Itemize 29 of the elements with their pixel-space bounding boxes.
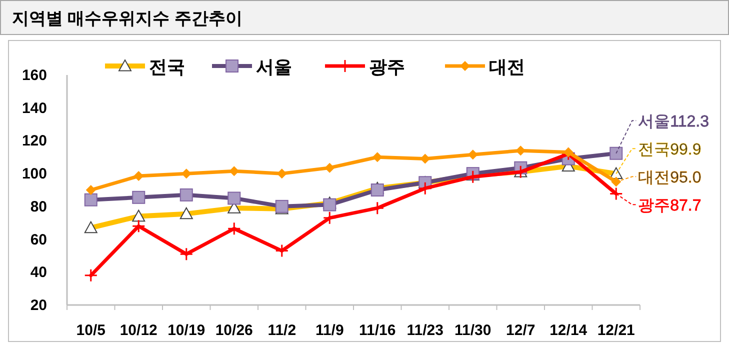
x-tick-label: 12/21 — [597, 322, 635, 339]
annotation: 서울112.3 — [638, 114, 710, 131]
x-tick-label: 12/7 — [506, 322, 536, 339]
x-tick-label: 11/30 — [454, 322, 492, 339]
annotation: 광주87.7 — [638, 198, 702, 215]
x-tick-label: 10/12 — [120, 322, 158, 339]
y-tick-label: 80 — [30, 198, 47, 216]
legend-label: 전국 — [149, 57, 185, 77]
x-tick-label: 12/14 — [550, 322, 588, 339]
annotation: 대전95.0 — [638, 170, 702, 187]
legend-label: 서울 — [256, 57, 292, 77]
y-tick-label: 100 — [22, 166, 47, 183]
x-tick-label: 11/9 — [315, 322, 344, 339]
legend-label: 대전 — [489, 57, 525, 77]
x-tick-label: 11/2 — [268, 322, 296, 339]
legend-label: 광주 — [369, 57, 405, 77]
x-tick-label: 11/23 — [406, 322, 444, 339]
x-tick-label: 10/26 — [215, 322, 253, 339]
y-tick-label: 160 — [22, 67, 47, 84]
chart-title: 지역별 매수우위지수 주간추이 — [12, 9, 242, 28]
x-tick-label: 10/19 — [168, 322, 206, 339]
y-tick-label: 60 — [30, 231, 47, 248]
annotation: 전국99.9 — [638, 142, 702, 159]
y-tick-label: 120 — [22, 132, 47, 150]
x-tick-label: 10/5 — [76, 322, 106, 339]
y-tick-label: 20 — [30, 297, 47, 314]
y-tick-label: 140 — [22, 100, 47, 117]
y-tick-label: 40 — [30, 264, 47, 282]
x-tick-label: 11/16 — [359, 322, 396, 339]
